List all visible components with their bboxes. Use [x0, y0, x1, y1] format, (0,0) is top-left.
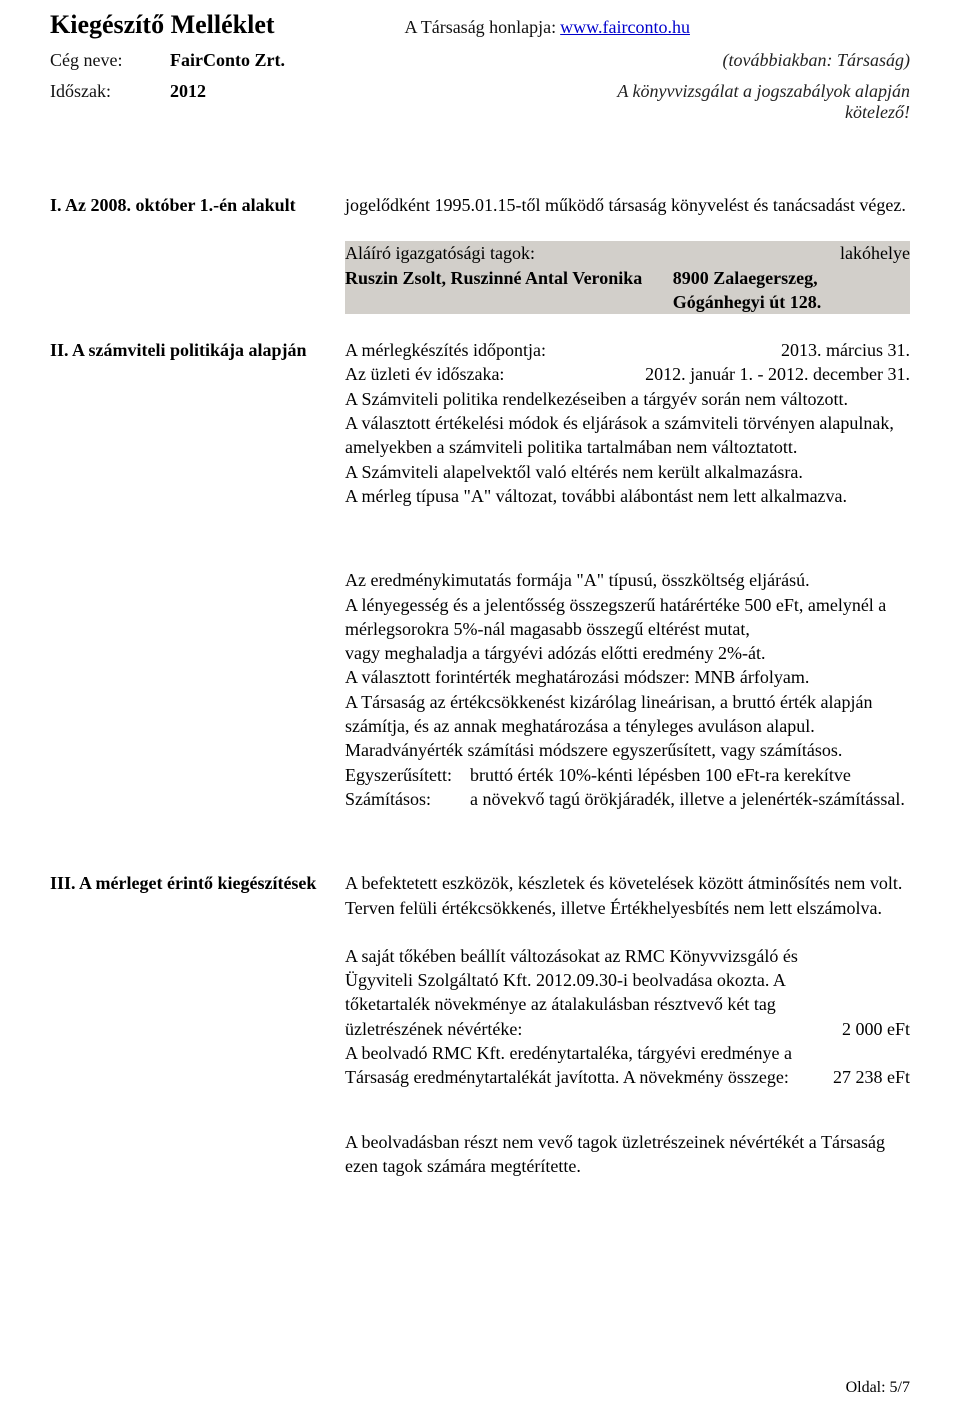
homepage-link[interactable]: www.fairconto.hu — [560, 17, 690, 38]
signers-right: Aláíró igazgatósági tagok: lakóhelye Rus… — [345, 241, 910, 314]
document-page: Kiegészítő Melléklet A Társaság honlapja… — [0, 0, 960, 1409]
section-1-label: I. Az 2008. október 1.-én alakult — [50, 193, 345, 217]
header-row: Kiegészítő Melléklet A Társaság honlapja… — [50, 10, 910, 40]
merleg-date-value: 2013. március 31. — [546, 338, 910, 362]
sign-loc-label: lakóhelye — [684, 241, 910, 265]
period-row: Időszak: 2012 A könyvvizsgálat a jogszab… — [50, 81, 910, 123]
s2-p7: vagy meghaladja a tárgyévi adózás előtti… — [345, 641, 910, 665]
s2-p4: A mérleg típusa "A" változat, további al… — [345, 484, 910, 508]
s2-p11a: Egyszerűsített: — [345, 763, 470, 787]
section-3-row: III. A mérleget érintő kiegészítések A b… — [50, 871, 910, 1178]
s2-p11-row: Egyszerűsített: bruttó érték 10%-kénti l… — [345, 763, 910, 787]
s2-p3: A Számviteli alapelvektől való eltérés n… — [345, 460, 910, 484]
uzleti-ev-row: Az üzleti év időszaka: 2012. január 1. -… — [345, 362, 910, 386]
merleg-date-row: A mérlegkészítés időpontja: 2013. márciu… — [345, 338, 910, 362]
homepage-label: A Társaság honlapja: — [405, 17, 557, 38]
s2-p9: A Társaság az értékcsökkenést kizárólag … — [345, 690, 910, 739]
section-2-label: II. A számviteli politikája alapján — [50, 338, 345, 362]
uzleti-ev-label: Az üzleti év időszaka: — [345, 362, 504, 386]
section-2-row: II. A számviteli politikája alapján A mé… — [50, 338, 910, 508]
sign-data-row: Ruszin Zsolt, Ruszinné Antal Veronika 89… — [345, 266, 910, 315]
content: I. Az 2008. október 1.-én alakult jogelő… — [50, 193, 910, 1178]
section-1-row: I. Az 2008. október 1.-én alakult jogelő… — [50, 193, 910, 217]
s3-p1: A befektetett eszközök, készletek és köv… — [345, 871, 910, 920]
s3-p2b: A beolvadó RMC Kft. eredénytartaléka, tá… — [345, 1041, 810, 1090]
s2-p11b: bruttó érték 10%-kénti lépésben 100 eFt-… — [470, 763, 851, 787]
audit-note: A könyvvizsgálat a jogszabályok alapján … — [600, 81, 910, 123]
uzleti-ev-value: 2012. január 1. - 2012. december 31. — [504, 362, 910, 386]
period-value: 2012 — [170, 81, 600, 123]
s2-p1: A Számviteli politika rendelkezéseiben a… — [345, 387, 910, 411]
company-note: (továbbiakban: Társaság) — [600, 50, 910, 71]
s3-p2-block: A saját tőkében beállít változásokat az … — [345, 944, 910, 1090]
s2-p2: A választott értékelési módok és eljárás… — [345, 411, 910, 460]
doc-title: Kiegészítő Melléklet — [50, 10, 275, 40]
s2-p12b: a növekvő tagú örökjáradék, illetve a je… — [470, 787, 905, 811]
s3-p3: A beolvadásban részt nem vevő tagok üzle… — [345, 1130, 910, 1179]
company-label: Cég neve: — [50, 50, 170, 71]
sign-header-row: Aláíró igazgatósági tagok: lakóhelye — [345, 241, 910, 265]
sign-label: Aláíró igazgatósági tagok: — [345, 241, 684, 265]
merleg-date-label: A mérlegkészítés időpontja: — [345, 338, 546, 362]
company-name: FairConto Zrt. — [170, 50, 600, 71]
s3-p2a-row: A saját tőkében beállít változásokat az … — [345, 944, 910, 1041]
s2-p6: A lényegesség és a jelentősség összegsze… — [345, 593, 910, 642]
period-label: Időszak: — [50, 81, 170, 123]
section-2-body: A mérlegkészítés időpontja: 2013. márciu… — [345, 338, 910, 508]
section-2b-row: Az eredménykimutatás formája "A" típusú,… — [50, 568, 910, 811]
page-footer: Oldal: 5/7 — [846, 1379, 910, 1397]
section-3-label: III. A mérleget érintő kiegészítések — [50, 871, 345, 895]
signers-block: Aláíró igazgatósági tagok: lakóhelye Rus… — [50, 241, 910, 314]
s2-p12-row: Számításos: a növekvő tagú örökjáradék, … — [345, 787, 910, 811]
section-1-text: jogelődként 1995.01.15-től működő társas… — [345, 193, 910, 217]
section-3-body: A befektetett eszközök, készletek és köv… — [345, 871, 910, 1178]
s3-p2a-val: 2 000 eFt — [810, 1017, 910, 1041]
s3-p2b-val: 27 238 eFt — [810, 1065, 910, 1089]
signer-name: Ruszin Zsolt, Ruszinné Antal Veronika — [345, 266, 673, 315]
s3-p2a: A saját tőkében beállít változásokat az … — [345, 944, 810, 1041]
company-row: Cég neve: FairConto Zrt. (továbbiakban: … — [50, 50, 910, 71]
s3-p2b-row: A beolvadó RMC Kft. eredénytartaléka, tá… — [345, 1041, 910, 1090]
s2-p10: Maradványérték számítási módszere egysze… — [345, 738, 910, 762]
s2-p8: A választott forintérték meghatározási m… — [345, 665, 910, 689]
section-2b-body: Az eredménykimutatás formája "A" típusú,… — [345, 568, 910, 811]
s2-p5: Az eredménykimutatás formája "A" típusú,… — [345, 568, 910, 592]
s2-p12a: Számításos: — [345, 787, 470, 811]
signer-addr: 8900 Zalaegerszeg, Gógánhegyi út 128. — [673, 266, 910, 315]
